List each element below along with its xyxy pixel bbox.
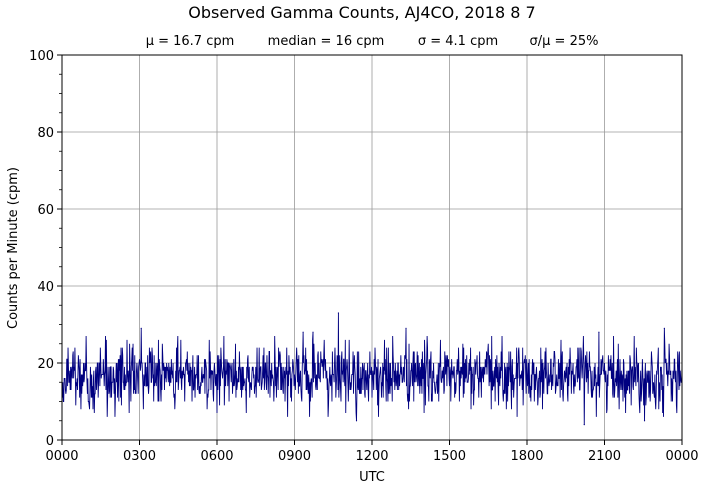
series-spike-point [405, 327, 407, 329]
series-spike-point [583, 424, 585, 426]
series-spike-point [140, 327, 142, 329]
gridlines [62, 55, 682, 440]
chart-subtitle: μ = 16.7 cpm median = 16 cpm σ = 4.1 cpm… [146, 34, 599, 49]
series-spike-point [643, 420, 646, 422]
x-tick-label: 0000 [45, 449, 78, 464]
y-tick-label: 0 [46, 434, 54, 449]
series-spike-point [598, 331, 600, 333]
x-tick-label: 2100 [588, 449, 621, 464]
x-tick-label: 0600 [200, 449, 233, 464]
chart-title: Observed Gamma Counts, AJ4CO, 2018 8 7 [188, 3, 535, 22]
x-tick-label: 1500 [433, 449, 466, 464]
x-tick-label: 0900 [278, 449, 311, 464]
x-axis: 0000 0300 0600 0900 1200 1500 1800 2100 0000 [45, 440, 699, 464]
series-spike-point [302, 331, 304, 333]
series-spike-point [312, 331, 314, 333]
y-axis-label: Counts per Minute (cpm) [6, 167, 21, 329]
y-axis: 0 20 40 60 80 100 [29, 49, 62, 449]
series-line [61, 312, 683, 425]
x-tick-label: 1800 [510, 449, 543, 464]
y-tick-label: 80 [37, 126, 54, 141]
y-tick-label: 20 [37, 357, 54, 372]
x-tick-label: 1200 [355, 449, 388, 464]
y-tick-label: 100 [29, 49, 54, 64]
x-tick-label: 0300 [123, 449, 156, 464]
series-spike-point [663, 327, 665, 329]
subtitle-ratio: σ/μ = 25% [530, 34, 599, 49]
x-tick-label: 0000 [665, 449, 698, 464]
series-spike-point [355, 420, 358, 422]
y-tick-label: 60 [37, 203, 54, 218]
y-tick-label: 40 [37, 280, 54, 295]
series-layer [61, 312, 683, 426]
x-axis-label: UTC [359, 470, 385, 485]
subtitle-mean: μ = 16.7 cpm [146, 34, 235, 49]
subtitle-sigma: σ = 4.1 cpm [418, 34, 498, 49]
subtitle-median: median = 16 cpm [268, 34, 385, 49]
series-spike-point [337, 312, 340, 314]
